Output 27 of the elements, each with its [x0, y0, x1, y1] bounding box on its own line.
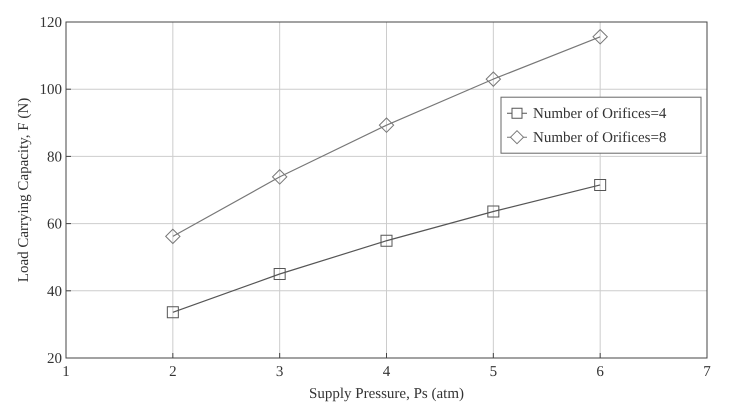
point	[378, 118, 394, 133]
x-axis-title: Supply Pressure, Ps (atm)	[309, 386, 464, 402]
y-tick-label: 100	[40, 82, 62, 98]
x-tick-label: 4	[382, 364, 391, 380]
x-tick-label: 6	[596, 364, 604, 380]
point	[274, 268, 286, 280]
y-tick-label: 80	[47, 149, 62, 166]
x-tick-label: 5	[490, 364, 498, 380]
y-tick-label: 20	[47, 351, 62, 367]
y-tick-label: 120	[40, 15, 62, 31]
point	[380, 234, 392, 247]
x-tick-label: 7	[703, 364, 712, 380]
x-tick-label: 2	[169, 364, 177, 380]
point	[165, 228, 180, 244]
point	[592, 29, 608, 44]
point	[272, 169, 288, 185]
point	[166, 306, 179, 318]
y-axis-title: Load Carrying Capacity, F (N)	[16, 98, 32, 282]
y-tick-label: 40	[47, 284, 62, 300]
point	[594, 178, 606, 191]
x-tick-label: 3	[276, 364, 284, 380]
x-tick-label: 1	[62, 364, 70, 380]
legend-label: Number of Orifices=8	[533, 130, 666, 146]
legend-label: Number of Orifices=4	[533, 106, 667, 122]
point	[486, 71, 501, 87]
point	[487, 206, 500, 218]
y-tick-label: 60	[47, 216, 62, 233]
